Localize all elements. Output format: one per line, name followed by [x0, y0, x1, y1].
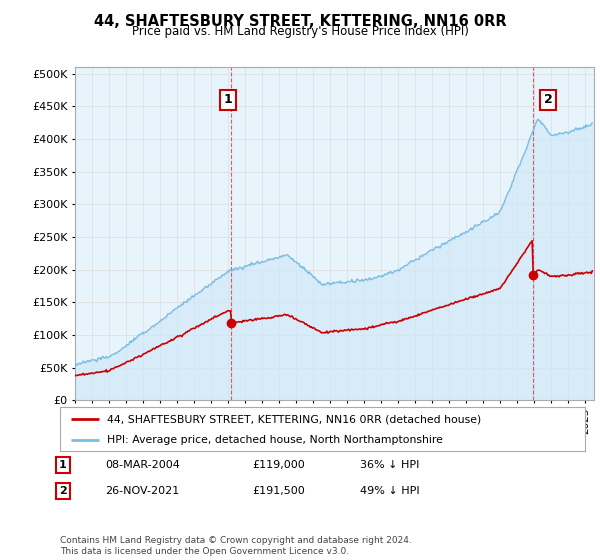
Text: 26-NOV-2021: 26-NOV-2021 [105, 486, 179, 496]
Text: £119,000: £119,000 [252, 460, 305, 470]
Text: £191,500: £191,500 [252, 486, 305, 496]
Text: 08-MAR-2004: 08-MAR-2004 [105, 460, 180, 470]
Text: 2: 2 [544, 94, 553, 106]
Text: Contains HM Land Registry data © Crown copyright and database right 2024.
This d: Contains HM Land Registry data © Crown c… [60, 536, 412, 556]
Text: 44, SHAFTESBURY STREET, KETTERING, NN16 0RR: 44, SHAFTESBURY STREET, KETTERING, NN16 … [94, 14, 506, 29]
Text: 1: 1 [59, 460, 67, 470]
Text: 2: 2 [59, 486, 67, 496]
Text: 44, SHAFTESBURY STREET, KETTERING, NN16 0RR (detached house): 44, SHAFTESBURY STREET, KETTERING, NN16 … [107, 414, 482, 424]
Text: 36% ↓ HPI: 36% ↓ HPI [360, 460, 419, 470]
Text: 49% ↓ HPI: 49% ↓ HPI [360, 486, 419, 496]
Text: HPI: Average price, detached house, North Northamptonshire: HPI: Average price, detached house, Nort… [107, 435, 443, 445]
Text: Price paid vs. HM Land Registry's House Price Index (HPI): Price paid vs. HM Land Registry's House … [131, 25, 469, 38]
Text: 1: 1 [224, 94, 233, 106]
